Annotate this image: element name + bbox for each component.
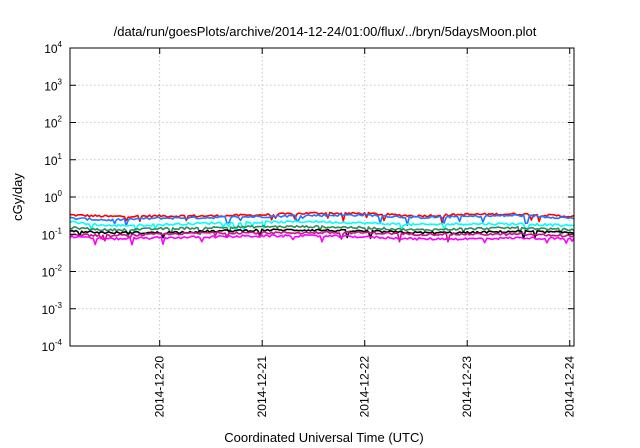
x-tick-label: 2014-12-21	[255, 356, 269, 418]
y-tick-label: 103	[44, 77, 62, 93]
series-line	[69, 211, 575, 224]
y-tick-label: 102	[44, 115, 62, 131]
y-tick-label: 104	[44, 40, 62, 56]
y-tick-label: 10-3	[42, 301, 63, 317]
y-tick-label: 100	[44, 189, 62, 205]
x-tick-label: 2014-12-24	[563, 356, 577, 418]
y-tick-label: 101	[44, 152, 62, 168]
x-axis-tick-labels: 2014-12-20 2014-12-21 2014-12-22 2014-12-23…	[153, 356, 577, 418]
y-tick-label: 10-1	[42, 226, 63, 242]
x-axis-label: Coordinated Universal Time (UTC)	[224, 430, 423, 445]
x-tick-label: 2014-12-23	[460, 356, 474, 418]
series-line	[70, 224, 575, 238]
y-axis-label: cGy/day	[10, 173, 25, 221]
series-line	[69, 234, 575, 246]
series-line	[69, 213, 575, 227]
grid	[70, 48, 574, 346]
axis-ticks	[70, 47, 574, 347]
series-line	[69, 219, 574, 232]
y-tick-label: 10-2	[42, 264, 63, 280]
series-group	[69, 211, 575, 246]
x-tick-label: 2014-12-22	[358, 356, 372, 418]
series-line	[69, 230, 575, 243]
y-tick-label: 10-4	[42, 338, 63, 354]
series-line	[69, 228, 574, 240]
chart-title: /data/run/goesPlots/archive/2014-12-24/0…	[114, 24, 537, 39]
x-tick-label: 2014-12-20	[153, 356, 167, 418]
y-axis-tick-labels: 10-4 10-3 10-2 10-1 100 101 102 103 104	[42, 40, 63, 354]
